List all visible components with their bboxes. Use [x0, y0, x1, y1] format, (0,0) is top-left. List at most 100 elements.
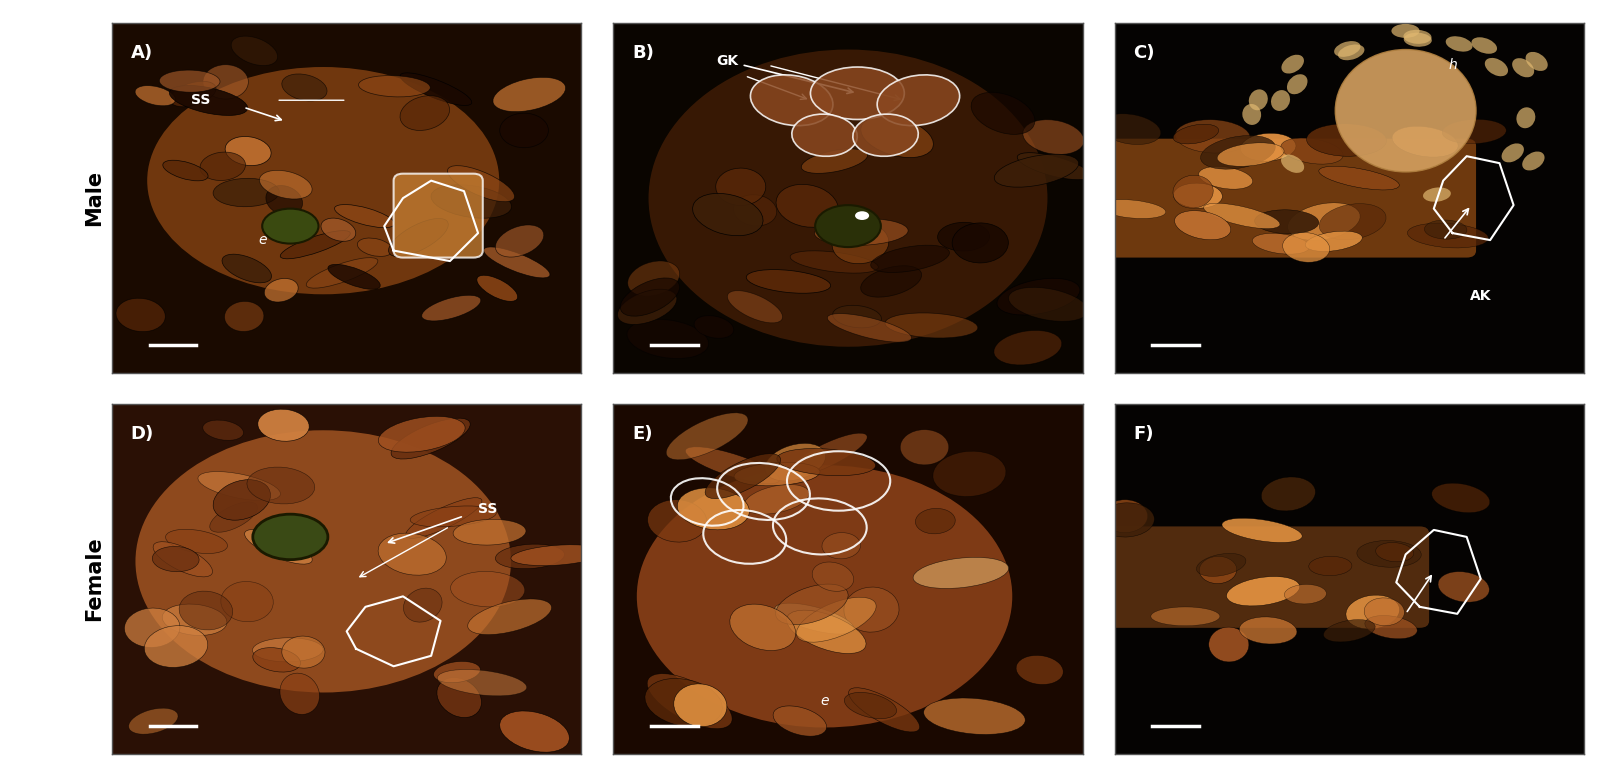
Ellipse shape: [434, 661, 480, 683]
Ellipse shape: [1334, 41, 1360, 57]
Text: F): F): [1133, 425, 1154, 443]
Ellipse shape: [328, 264, 381, 289]
Ellipse shape: [1307, 124, 1387, 156]
Ellipse shape: [1446, 37, 1472, 51]
Ellipse shape: [1022, 120, 1085, 155]
Ellipse shape: [1016, 655, 1064, 685]
Ellipse shape: [1525, 52, 1547, 71]
Ellipse shape: [813, 562, 854, 591]
Ellipse shape: [952, 223, 1008, 263]
Ellipse shape: [170, 85, 248, 116]
Ellipse shape: [787, 433, 867, 476]
Ellipse shape: [163, 160, 208, 181]
Ellipse shape: [136, 430, 510, 692]
Ellipse shape: [203, 420, 243, 441]
Ellipse shape: [403, 588, 442, 622]
Ellipse shape: [848, 688, 920, 732]
Ellipse shape: [861, 117, 933, 158]
Ellipse shape: [787, 610, 866, 653]
Ellipse shape: [390, 418, 470, 459]
Ellipse shape: [262, 209, 318, 244]
Ellipse shape: [1282, 138, 1342, 164]
Ellipse shape: [1365, 598, 1405, 625]
Ellipse shape: [224, 301, 264, 332]
Ellipse shape: [400, 96, 450, 131]
Ellipse shape: [266, 186, 302, 215]
Ellipse shape: [814, 218, 909, 246]
Ellipse shape: [128, 708, 178, 734]
Ellipse shape: [728, 291, 782, 323]
FancyBboxPatch shape: [1106, 527, 1429, 628]
Ellipse shape: [914, 557, 1008, 588]
Ellipse shape: [832, 305, 882, 328]
Ellipse shape: [693, 193, 763, 235]
Ellipse shape: [674, 684, 726, 726]
Ellipse shape: [1008, 287, 1088, 322]
Ellipse shape: [774, 603, 854, 634]
Text: A): A): [131, 44, 154, 62]
Ellipse shape: [933, 451, 1006, 497]
Ellipse shape: [496, 225, 544, 257]
Ellipse shape: [1173, 176, 1213, 208]
Ellipse shape: [1198, 166, 1253, 189]
Ellipse shape: [410, 506, 496, 527]
Ellipse shape: [1376, 542, 1414, 562]
Ellipse shape: [1285, 584, 1326, 604]
Text: e: e: [258, 233, 267, 247]
Ellipse shape: [1200, 556, 1237, 584]
Ellipse shape: [648, 500, 707, 542]
Ellipse shape: [827, 314, 912, 342]
Ellipse shape: [264, 278, 298, 302]
Ellipse shape: [203, 64, 248, 99]
Ellipse shape: [994, 154, 1078, 187]
Ellipse shape: [477, 275, 518, 301]
Ellipse shape: [677, 488, 749, 530]
FancyBboxPatch shape: [394, 174, 483, 258]
Ellipse shape: [453, 519, 526, 545]
Ellipse shape: [1403, 30, 1432, 44]
Ellipse shape: [334, 204, 395, 228]
Ellipse shape: [750, 75, 834, 126]
Ellipse shape: [776, 584, 848, 625]
Ellipse shape: [648, 50, 1048, 347]
Ellipse shape: [134, 85, 176, 106]
Ellipse shape: [245, 529, 312, 564]
Ellipse shape: [1261, 477, 1315, 511]
Ellipse shape: [1442, 120, 1506, 144]
Ellipse shape: [1208, 627, 1250, 662]
Text: SS: SS: [478, 502, 498, 516]
Ellipse shape: [210, 502, 258, 532]
Text: E): E): [632, 425, 653, 443]
Ellipse shape: [259, 170, 312, 199]
Ellipse shape: [1227, 577, 1299, 606]
Ellipse shape: [854, 211, 869, 220]
Ellipse shape: [1336, 50, 1477, 172]
Ellipse shape: [792, 114, 858, 156]
Ellipse shape: [790, 251, 878, 273]
Ellipse shape: [1173, 124, 1219, 144]
Ellipse shape: [802, 149, 867, 173]
Ellipse shape: [1432, 483, 1490, 513]
Ellipse shape: [730, 605, 795, 650]
Ellipse shape: [637, 465, 1013, 727]
Ellipse shape: [811, 67, 904, 120]
Ellipse shape: [253, 514, 328, 559]
Ellipse shape: [1392, 24, 1419, 38]
Ellipse shape: [1240, 617, 1298, 644]
Ellipse shape: [1323, 619, 1374, 642]
Text: B): B): [632, 44, 654, 62]
Text: h: h: [1448, 58, 1458, 72]
Text: GK: GK: [717, 54, 853, 93]
Ellipse shape: [282, 74, 326, 101]
Ellipse shape: [694, 315, 734, 338]
Ellipse shape: [1098, 200, 1166, 218]
Ellipse shape: [1282, 54, 1304, 74]
Ellipse shape: [1018, 153, 1090, 179]
Ellipse shape: [499, 113, 549, 148]
Ellipse shape: [1403, 33, 1432, 47]
Ellipse shape: [437, 670, 526, 696]
Ellipse shape: [222, 254, 272, 283]
Ellipse shape: [422, 295, 482, 321]
Ellipse shape: [510, 545, 603, 566]
Ellipse shape: [152, 546, 198, 572]
